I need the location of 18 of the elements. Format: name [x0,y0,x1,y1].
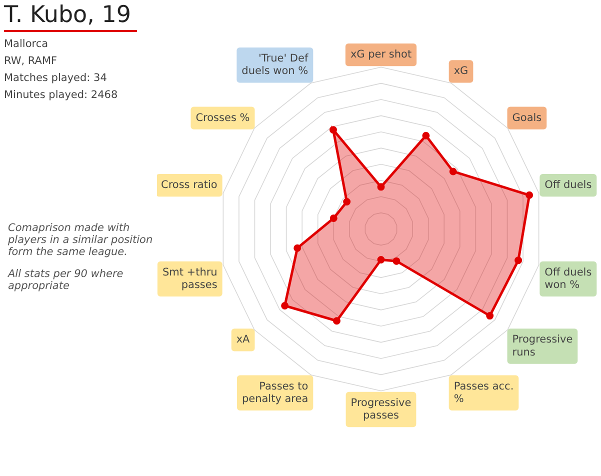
spoke-label: Cross ratio [160,179,218,192]
chart-title: T. Kubo, 19 [4,0,138,32]
spoke-label: xG per shot [350,48,412,61]
spoke-label: Off duels won % [544,266,592,291]
spoke-label: 'True' Def duels won % [242,52,308,78]
spoke-label: xG [454,65,468,78]
spoke-label: Progressive runs [512,334,573,358]
spoke-label: xA [236,334,251,346]
spoke-label: Progressive passes [350,396,412,422]
text: All stats per 90 where appropriate [8,268,124,292]
text: Comaprison made with players in a similar position form the same league. [8,222,154,258]
spoke-label: Smt +thru passes [162,266,218,291]
text: Mallorca RW, RAMF Matches played: 34 Minutes played: 2468 [4,37,118,103]
spoke-label: Passes acc. % [454,380,514,405]
spoke-label: Goals [512,112,542,124]
spoke-label: Passes to penalty area [242,380,308,405]
spoke-label: Off duels [544,179,592,192]
spoke-label: Crosses % [196,112,250,124]
